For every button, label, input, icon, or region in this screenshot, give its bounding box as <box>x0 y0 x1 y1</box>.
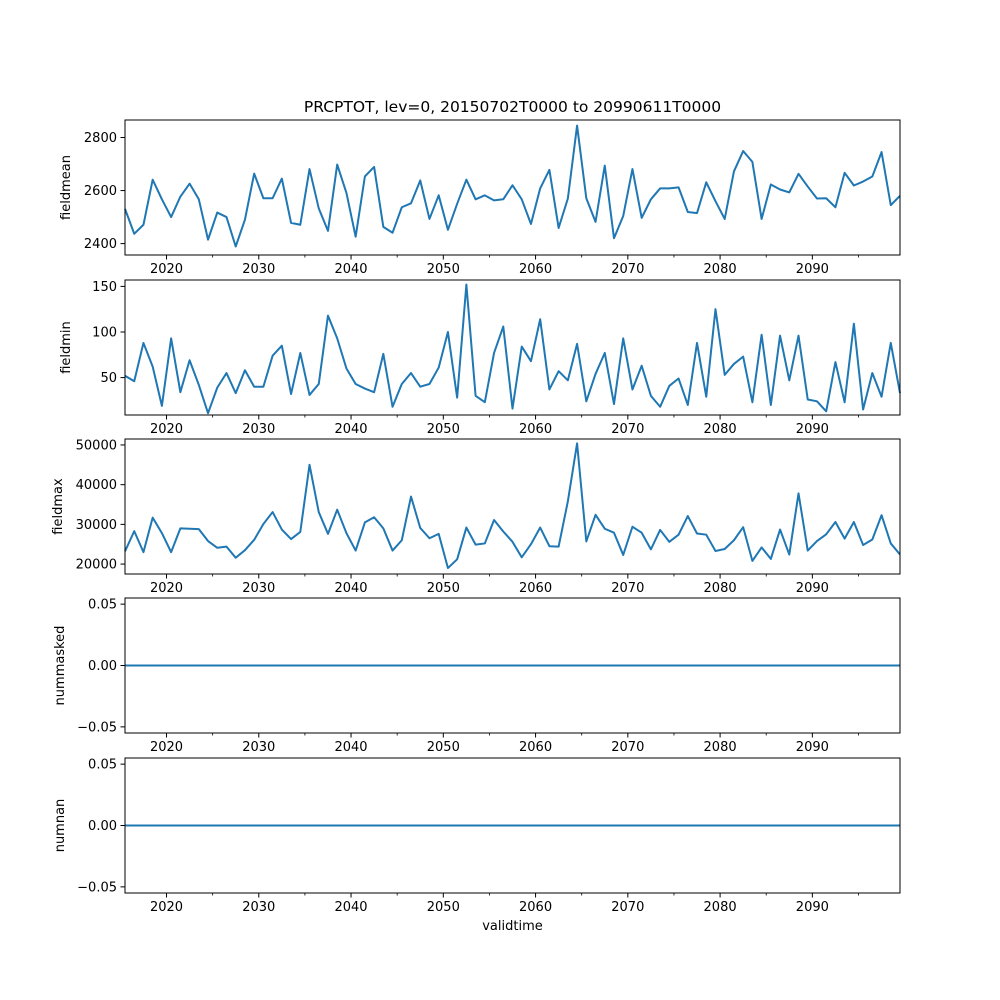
series-line-fieldmax <box>124 442 901 570</box>
x-tick-label: 2020 <box>150 581 183 596</box>
y-tick-label: 100 <box>92 325 117 340</box>
x-axis-label: validtime <box>482 919 543 934</box>
x-tick-label: 2040 <box>334 740 367 755</box>
x-tick-label: 2060 <box>519 740 552 755</box>
y-tick-label: 20000 <box>76 558 117 573</box>
subplot-fieldmin: 2020 2030 2040 2050 2060 2070 2080 2090 50 100 150… <box>59 279 901 437</box>
y-tick-label: 0.05 <box>88 758 117 773</box>
y-tick-label: 150 <box>92 280 117 295</box>
x-tick-label: 2080 <box>704 740 737 755</box>
x-tick-label: 2070 <box>611 422 644 437</box>
x-tick-label: 2050 <box>427 262 460 277</box>
y-tick-label: 2600 <box>84 184 117 199</box>
subplot-numnan: 2020 2030 2040 2050 2060 2070 2080 2090 −0.05 0.0… <box>53 757 901 915</box>
series-line-fieldmin <box>124 283 901 415</box>
x-tick-label: 2060 <box>519 262 552 277</box>
y-axis-label-fieldmin: fieldmin <box>59 321 74 374</box>
chart-title: PRCPTOT, lev=0, 20150702T0000 to 2099061… <box>304 98 721 116</box>
axes-frame-fieldmin <box>124 279 901 416</box>
x-tick-label: 2070 <box>611 900 644 915</box>
x-tick-label: 2020 <box>150 740 183 755</box>
x-tick-label: 2050 <box>427 740 460 755</box>
axes-frame-fieldmean <box>124 119 901 256</box>
y-tick-label: −0.05 <box>77 880 117 895</box>
y-tick-label: 0.00 <box>88 659 117 674</box>
x-tick-label: 2060 <box>519 422 552 437</box>
subplot-nummasked: 2020 2030 2040 2050 2060 2070 2080 2090 −0.05 0.0… <box>53 597 901 755</box>
x-tick-label: 2020 <box>150 900 183 915</box>
axes-frame-fieldmax <box>124 438 901 575</box>
x-tick-label: 2030 <box>242 740 275 755</box>
x-tick-label: 2040 <box>334 422 367 437</box>
subplot-fieldmax: 2020 2030 2040 2050 2060 2070 2080 2090 20000 300… <box>51 438 901 596</box>
x-tick-label: 2070 <box>611 581 644 596</box>
x-tick-label: 2080 <box>704 581 737 596</box>
x-tick-label: 2040 <box>334 900 367 915</box>
x-tick-label: 2080 <box>704 262 737 277</box>
y-tick-label: 30000 <box>76 518 117 533</box>
series-line-fieldmean <box>124 124 901 248</box>
y-tick-label: 2400 <box>84 237 117 252</box>
y-tick-label: −0.05 <box>77 720 117 735</box>
y-tick-label: 2800 <box>84 131 117 146</box>
y-axis-label-nummasked: nummasked <box>53 626 68 706</box>
x-tick-label: 2020 <box>150 422 183 437</box>
x-tick-label: 2090 <box>796 422 829 437</box>
y-tick-label: 50 <box>100 371 117 386</box>
y-axis-label-numnan: numnan <box>53 799 68 853</box>
x-tick-label: 2070 <box>611 740 644 755</box>
x-tick-label: 2080 <box>704 422 737 437</box>
x-tick-label: 2090 <box>796 262 829 277</box>
x-tick-label: 2030 <box>242 581 275 596</box>
x-tick-label: 2030 <box>242 900 275 915</box>
y-tick-label: 50000 <box>76 438 117 453</box>
x-tick-label: 2020 <box>150 262 183 277</box>
x-tick-label: 2050 <box>427 581 460 596</box>
x-tick-label: 2040 <box>334 262 367 277</box>
subplot-fieldmean: 2020 2030 2040 2050 2060 2070 2080 2090 2400 2600… <box>59 119 901 277</box>
x-tick-label: 2040 <box>334 581 367 596</box>
x-tick-label: 2060 <box>519 900 552 915</box>
subplots: 2020 2030 2040 2050 2060 2070 2080 2090 2400 2600… <box>51 119 901 915</box>
x-tick-label: 2050 <box>427 900 460 915</box>
x-tick-label: 2030 <box>242 422 275 437</box>
y-axis-label-fieldmean: fieldmean <box>59 155 74 220</box>
x-tick-label: 2030 <box>242 262 275 277</box>
x-tick-label: 2060 <box>519 581 552 596</box>
y-tick-label: 40000 <box>76 478 117 493</box>
x-tick-label: 2070 <box>611 262 644 277</box>
x-tick-label: 2080 <box>704 900 737 915</box>
y-axis-label-fieldmax: fieldmax <box>51 478 66 535</box>
y-tick-label: 0.00 <box>88 819 117 834</box>
x-tick-label: 2050 <box>427 422 460 437</box>
x-tick-label: 2090 <box>796 740 829 755</box>
x-tick-label: 2090 <box>796 581 829 596</box>
y-tick-label: 0.05 <box>88 598 117 613</box>
x-tick-label: 2090 <box>796 900 829 915</box>
